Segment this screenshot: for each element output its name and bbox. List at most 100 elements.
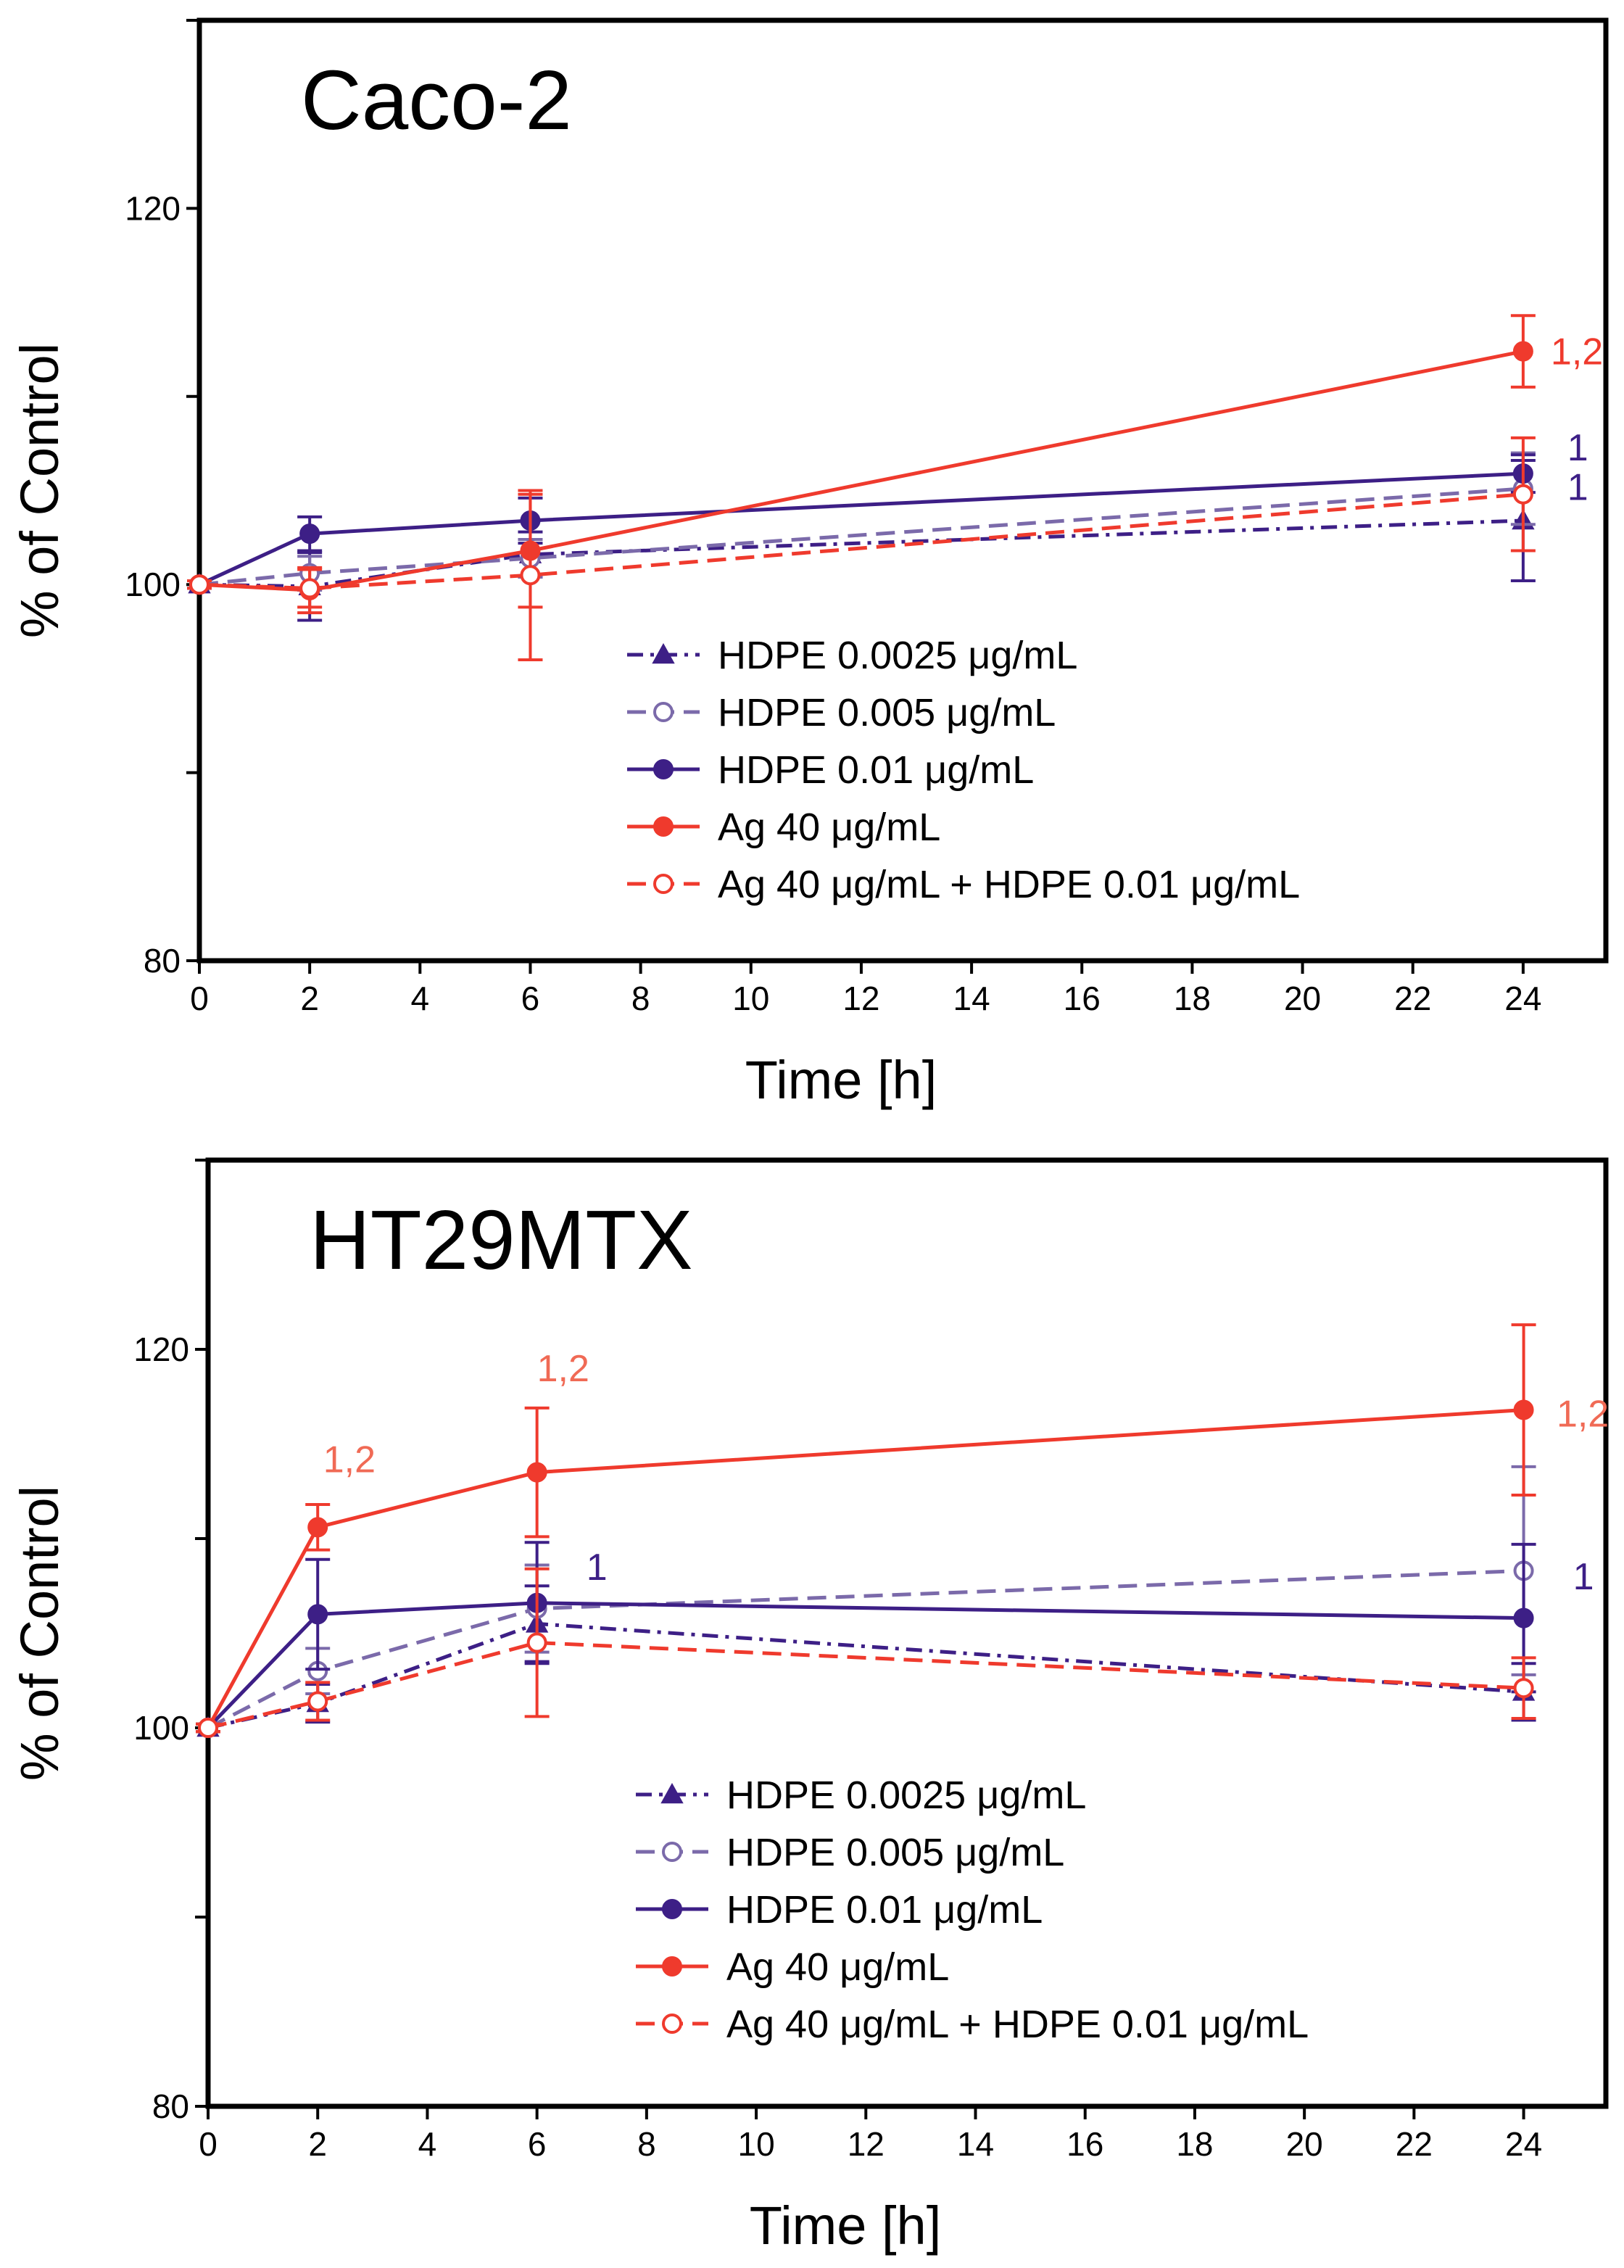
series-line bbox=[207, 1621, 1524, 1730]
series-line bbox=[207, 1568, 1524, 1730]
legend-marker bbox=[662, 1842, 682, 1862]
y-tick-label: 120 bbox=[125, 189, 181, 227]
series-line bbox=[198, 471, 1524, 587]
y-tick-label: 80 bbox=[144, 942, 181, 980]
x-tick-label: 24 bbox=[1504, 980, 1541, 1017]
x-tick-label: 8 bbox=[631, 980, 650, 1017]
data-point bbox=[189, 574, 210, 595]
series-line bbox=[206, 1408, 1524, 1729]
legend-marker bbox=[660, 1782, 684, 1804]
legend-label: Ag 40 μg/mL bbox=[726, 1945, 949, 1989]
data-point bbox=[307, 1691, 328, 1712]
legend-label: Ag 40 μg/mL + HDPE 0.01 μg/mL bbox=[718, 863, 1300, 906]
x-tick-label: 2 bbox=[300, 980, 319, 1017]
x-tick-label: 0 bbox=[190, 980, 209, 1017]
data-point bbox=[1513, 1399, 1534, 1420]
x-tick-label: 12 bbox=[848, 2125, 884, 2163]
legend-label: Ag 40 μg/mL + HDPE 0.01 μg/mL bbox=[726, 2003, 1309, 2046]
data-point bbox=[299, 578, 320, 599]
x-tick-label: 16 bbox=[1066, 2125, 1103, 2163]
y-axis-title: % of Control bbox=[9, 343, 70, 638]
data-point bbox=[526, 1462, 547, 1483]
x-tick-label: 6 bbox=[521, 980, 540, 1017]
significance-label: 1,2 bbox=[1551, 331, 1603, 373]
x-tick-label: 4 bbox=[418, 2125, 437, 2163]
y-axis: 80 100 120 bbox=[125, 19, 199, 980]
legend-marker bbox=[653, 702, 674, 722]
legend-label: HDPE 0.0025 μg/mL bbox=[718, 634, 1077, 677]
series-hdpe-0-005-g-ml bbox=[187, 451, 1536, 595]
data-point bbox=[1512, 341, 1533, 362]
y-tick-label: 100 bbox=[133, 1709, 189, 1747]
x-axis: 0 2 4 6 8 10 12 14 16 18 20 22 24 bbox=[199, 2106, 1542, 2163]
data-point bbox=[299, 523, 320, 545]
y-tick-label: 100 bbox=[125, 566, 181, 603]
legend-label: HDPE 0.005 μg/mL bbox=[718, 691, 1056, 734]
legend-marker bbox=[662, 2014, 682, 2034]
plot-frame bbox=[196, 17, 1609, 964]
legend-label: HDPE 0.01 μg/mL bbox=[726, 1888, 1043, 1932]
significance-label: 1 bbox=[1573, 1556, 1594, 1598]
x-tick-label: 8 bbox=[637, 2125, 656, 2163]
series-line bbox=[207, 1601, 1524, 1729]
x-tick-label: 22 bbox=[1396, 2125, 1433, 2163]
x-tick-label: 18 bbox=[1176, 2125, 1213, 2163]
x-axis-title: Time [h] bbox=[750, 2195, 942, 2256]
plot-frame bbox=[205, 1157, 1609, 2109]
data-point bbox=[520, 565, 541, 586]
data-point bbox=[198, 1718, 218, 1738]
x-tick-label: 4 bbox=[411, 980, 430, 1017]
x-tick-label: 16 bbox=[1064, 980, 1101, 1017]
y-tick-label: 80 bbox=[152, 2087, 189, 2125]
panel-title: Caco-2 bbox=[301, 53, 572, 147]
series-hdpe-0-01-g-ml bbox=[187, 453, 1536, 595]
x-tick-label: 10 bbox=[732, 980, 769, 1017]
x-tick-label: 20 bbox=[1286, 2125, 1323, 2163]
legend: HDPE 0.0025 μg/mL HDPE 0.005 μg/mL HDPE 0.… bbox=[636, 1774, 1309, 2046]
significance-label: 1,2 bbox=[323, 1439, 376, 1481]
y-axis: 80 100 120 bbox=[133, 1159, 208, 2125]
series-ag-40-g-ml-hdpe-0-01-g-ml bbox=[196, 1567, 1536, 1738]
series-line bbox=[199, 487, 1524, 587]
data-point bbox=[526, 1632, 547, 1653]
data-point bbox=[1513, 1607, 1534, 1628]
series-line bbox=[199, 518, 1523, 589]
x-tick-label: 6 bbox=[528, 2125, 547, 2163]
x-axis: 0 2 4 6 8 10 12 14 16 18 20 22 24 bbox=[190, 961, 1541, 1017]
legend-marker bbox=[653, 874, 674, 894]
x-tick-label: 14 bbox=[957, 2125, 994, 2163]
data-point bbox=[307, 1517, 328, 1538]
panel-title: HT29MTX bbox=[310, 1193, 693, 1287]
series-line bbox=[207, 1641, 1524, 1730]
legend-marker bbox=[653, 816, 674, 837]
legend-label: HDPE 0.0025 μg/mL bbox=[726, 1774, 1086, 1817]
series-line bbox=[199, 349, 1524, 592]
significance-label: 1 bbox=[1567, 466, 1588, 508]
legend-label: HDPE 0.01 μg/mL bbox=[718, 748, 1034, 792]
legend: HDPE 0.0025 μg/mL HDPE 0.005 μg/mL HDPE 0.… bbox=[627, 634, 1300, 906]
significance-label: 1,2 bbox=[537, 1348, 589, 1390]
significance-label: 1 bbox=[1567, 427, 1588, 469]
y-tick-label: 120 bbox=[133, 1330, 189, 1368]
significance-label: 1,2 bbox=[1557, 1394, 1609, 1436]
x-tick-label: 0 bbox=[199, 2125, 218, 2163]
series-ag-40-g-ml bbox=[187, 314, 1536, 615]
x-axis-title: Time [h] bbox=[745, 1050, 937, 1110]
y-axis-title: % of Control bbox=[9, 1486, 70, 1781]
series-ag-40-g-ml-hdpe-0-01-g-ml bbox=[187, 436, 1536, 661]
data-point bbox=[1512, 484, 1533, 505]
legend-marker bbox=[653, 759, 674, 779]
series-hdpe-0-01-g-ml bbox=[196, 1541, 1536, 1738]
x-tick-label: 12 bbox=[842, 980, 879, 1017]
legend-marker bbox=[652, 642, 675, 664]
x-tick-label: 2 bbox=[308, 2125, 327, 2163]
data-point bbox=[307, 1604, 328, 1625]
x-tick-label: 24 bbox=[1505, 2125, 1542, 2163]
legend-marker bbox=[662, 1899, 682, 1919]
legend-label: HDPE 0.005 μg/mL bbox=[726, 1831, 1064, 1874]
x-tick-label: 18 bbox=[1174, 980, 1211, 1017]
x-tick-label: 14 bbox=[953, 980, 990, 1017]
data-point bbox=[1513, 1678, 1534, 1699]
